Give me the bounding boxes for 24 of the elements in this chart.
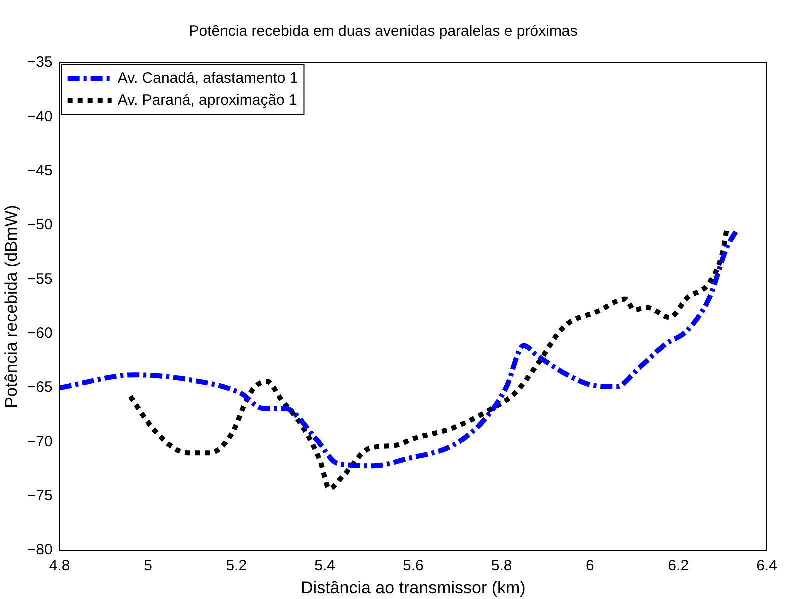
x-tick-label: 6.2 — [668, 558, 690, 575]
y-tick-label: −80 — [27, 542, 53, 559]
y-tick-label: −45 — [27, 162, 53, 180]
y-tick-label: −35 — [27, 54, 53, 72]
y-tick-label: −40 — [27, 108, 53, 126]
y-tick-label: −75 — [27, 488, 53, 505]
x-tick-label: 4.8 — [49, 558, 70, 575]
y-tick-label: −70 — [27, 433, 53, 450]
x-tick-label: 5 — [144, 558, 152, 575]
x-tick-label: 5.4 — [314, 558, 336, 575]
legend-label: Av. Canadá, afastamento 1 — [118, 70, 298, 88]
y-tick-label: −65 — [27, 379, 53, 396]
x-axis-title: Distância ao transmissor (km) — [301, 578, 526, 598]
x-tick-label: 6 — [586, 558, 594, 575]
chart-title: Potência recebida em duas avenidas paralelas e próximas — [189, 23, 578, 40]
y-tick-label: −50 — [27, 216, 53, 234]
y-tick-label: −55 — [27, 270, 53, 288]
x-tick-label: 6.4 — [756, 558, 778, 575]
y-tick-label: −60 — [27, 325, 53, 342]
x-tick-label: 5.2 — [226, 558, 248, 575]
x-tick-label: 5.6 — [402, 558, 424, 575]
legend-label: Av. Paraná, aproximação 1 — [118, 92, 298, 110]
y-axis-title: Potência recebida (dBmW) — [2, 205, 21, 408]
x-tick-label: 5.8 — [491, 558, 512, 575]
